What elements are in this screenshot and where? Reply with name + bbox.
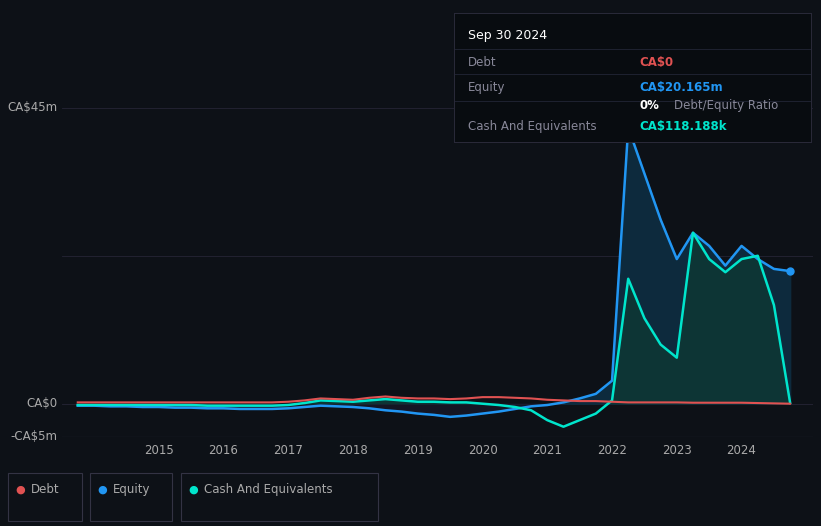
Text: Equity: Equity (468, 82, 506, 94)
Text: ●: ● (188, 484, 198, 494)
Text: Debt: Debt (31, 483, 60, 495)
Text: Sep 30 2024: Sep 30 2024 (468, 28, 548, 42)
Text: CA$20.165m: CA$20.165m (640, 82, 723, 94)
Text: Debt/Equity Ratio: Debt/Equity Ratio (674, 99, 778, 113)
Text: CA$0: CA$0 (640, 56, 674, 69)
Text: ●: ● (98, 484, 108, 494)
Text: 0%: 0% (640, 99, 659, 113)
Text: CA$0: CA$0 (27, 397, 57, 410)
Text: Debt: Debt (468, 56, 497, 69)
Text: CA$118.188k: CA$118.188k (640, 120, 727, 133)
Text: Cash And Equivalents: Cash And Equivalents (468, 120, 597, 133)
Text: -CA$5m: -CA$5m (11, 430, 57, 443)
Text: ●: ● (16, 484, 25, 494)
Text: Equity: Equity (113, 483, 151, 495)
Text: Cash And Equivalents: Cash And Equivalents (204, 483, 333, 495)
Text: CA$45m: CA$45m (7, 102, 57, 114)
